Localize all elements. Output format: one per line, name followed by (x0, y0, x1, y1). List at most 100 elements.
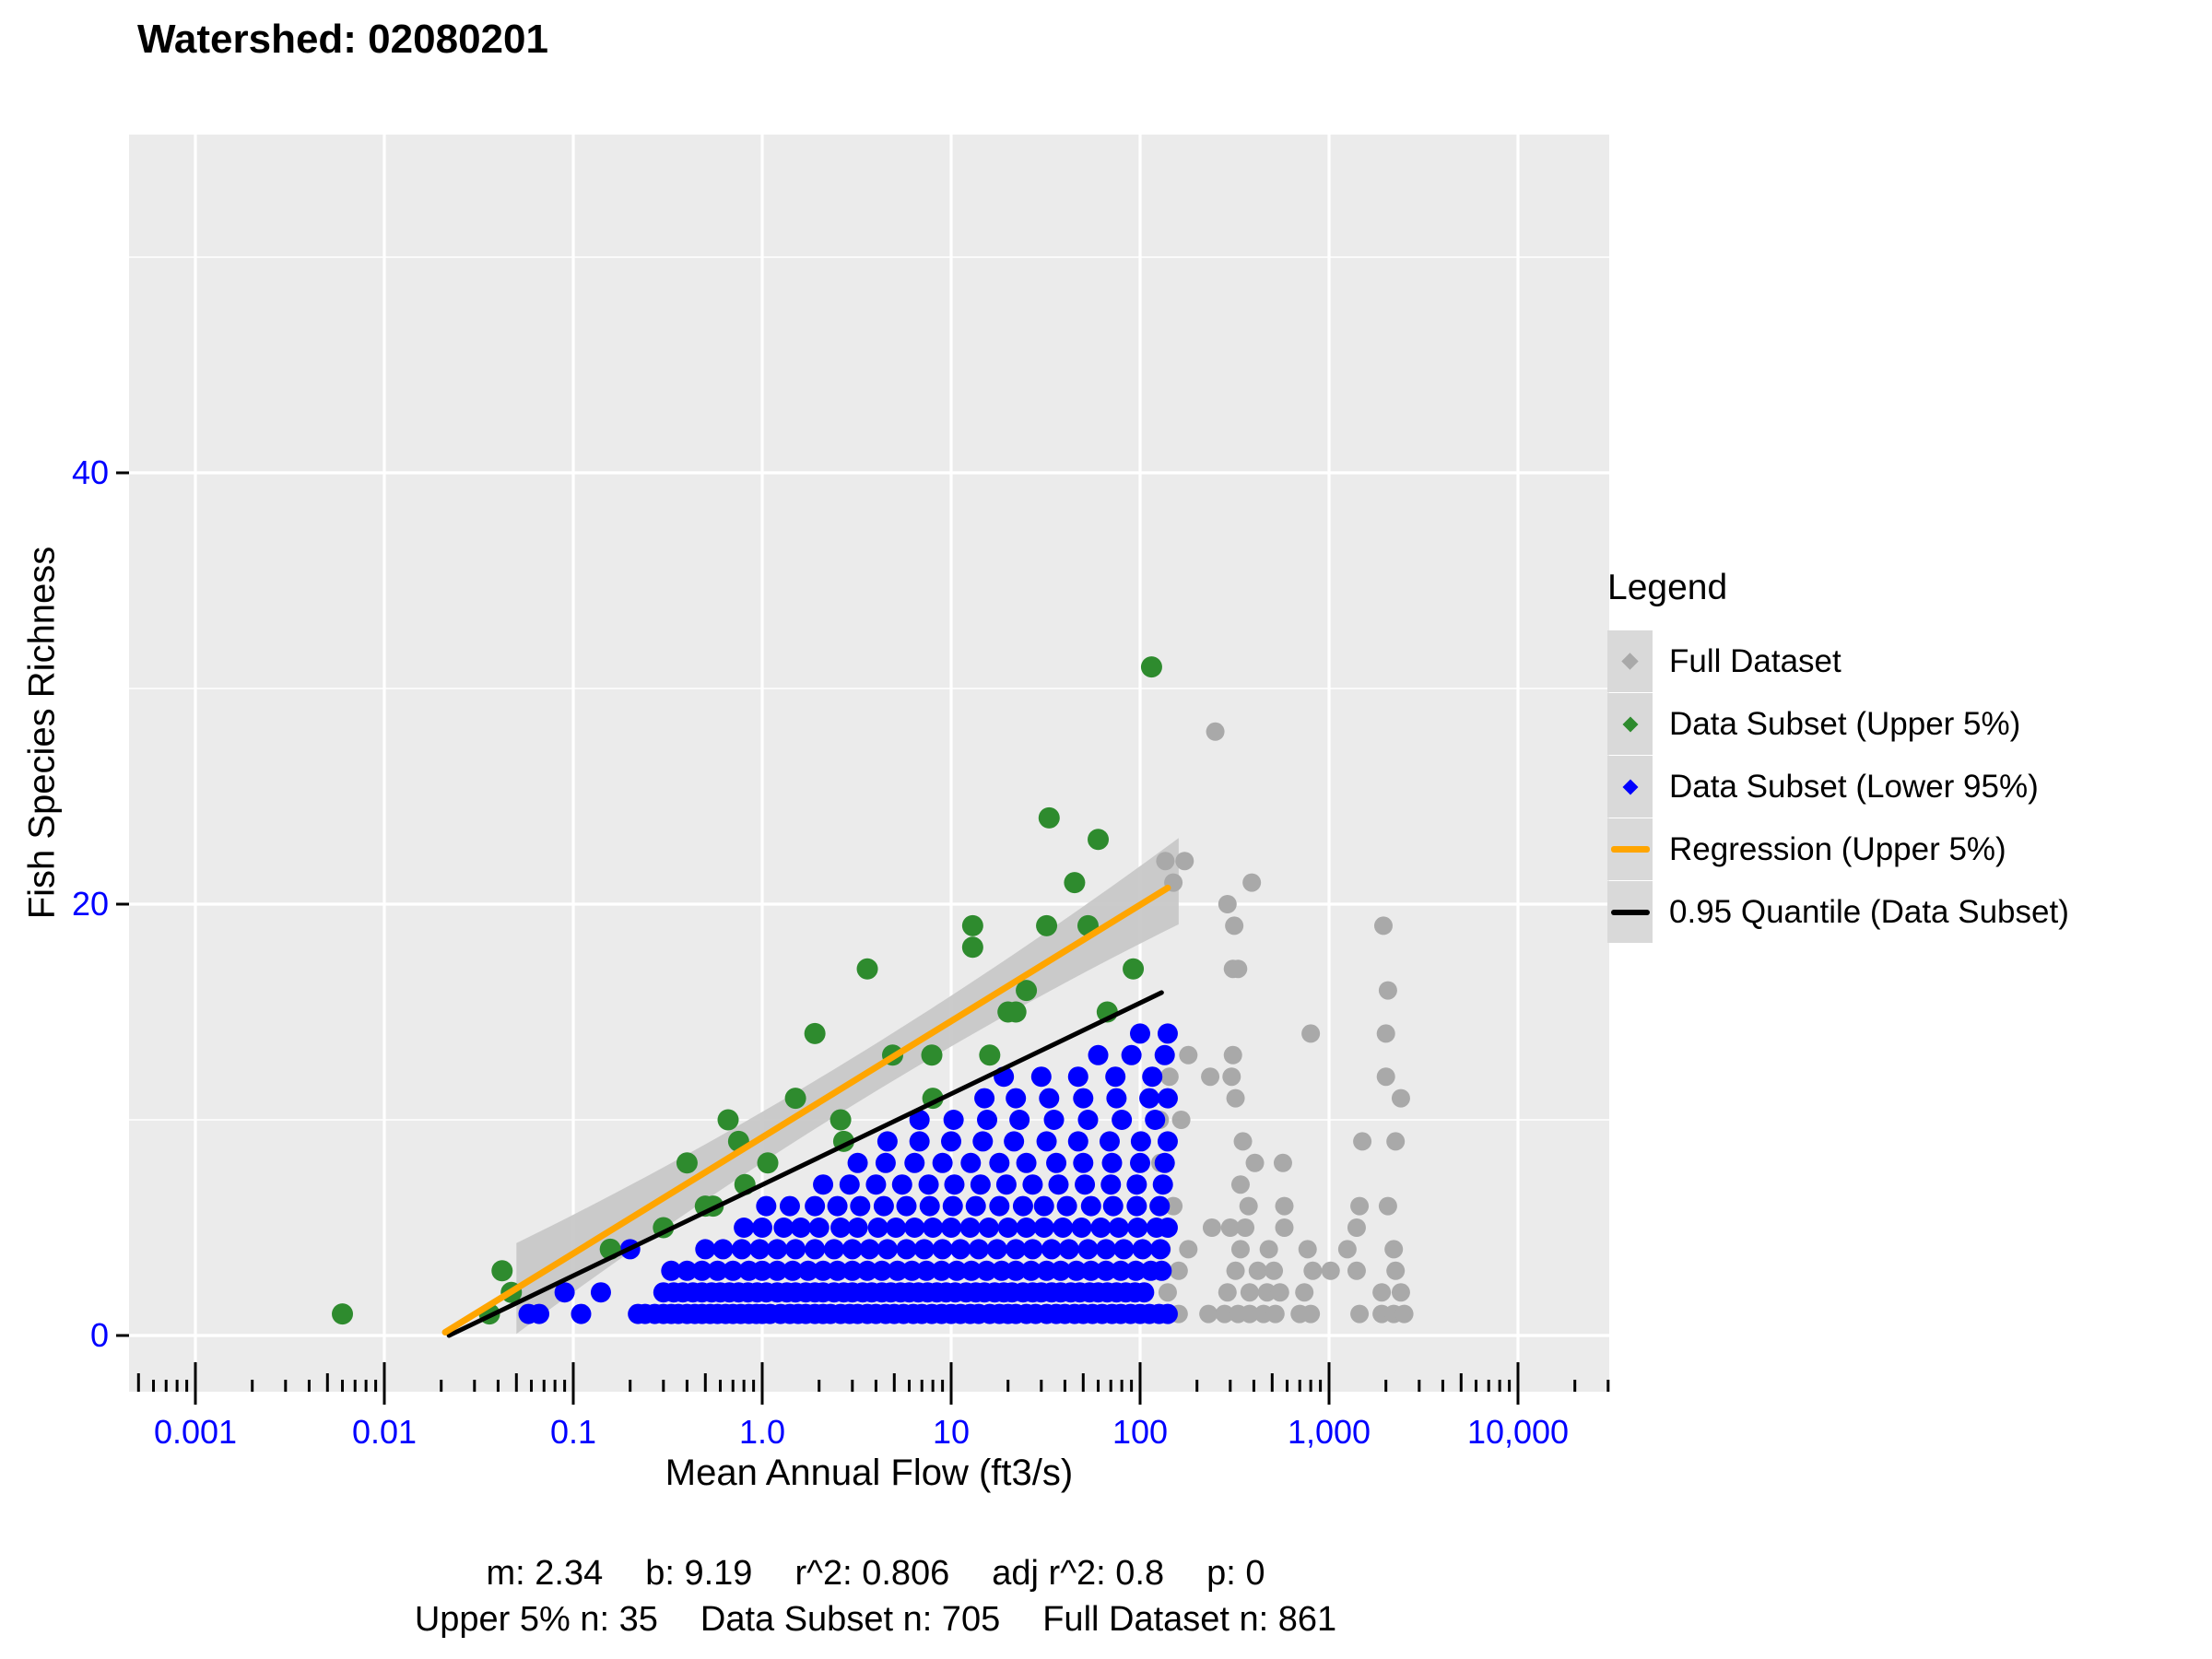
data-point-data-subset-upper-5- (491, 1260, 513, 1282)
data-point-full-dataset (1298, 1240, 1317, 1259)
data-point-data-subset-lower-95- (1157, 1303, 1178, 1324)
data-point-data-subset-lower-95- (887, 1260, 908, 1281)
data-point-full-dataset (1202, 1218, 1221, 1237)
data-point-data-subset-lower-95- (1080, 1195, 1101, 1217)
legend-item-label: 0.95 Quantile (Data Subset) (1669, 893, 2069, 930)
data-point-full-dataset (1223, 1045, 1242, 1065)
legend-item-upper-subset: Data Subset (Upper 5%) (1607, 693, 2069, 755)
data-point-data-subset-lower-95- (749, 1239, 771, 1260)
data-point-data-subset-lower-95- (767, 1260, 788, 1281)
legend-item-label: Full Dataset (1669, 642, 1841, 679)
data-point-data-subset-lower-95- (976, 1260, 997, 1281)
data-point-data-subset-lower-95- (986, 1239, 1007, 1260)
data-point-full-dataset (1270, 1283, 1289, 1302)
data-point-full-dataset (1386, 1132, 1406, 1151)
data-point-data-subset-lower-95- (1154, 1152, 1175, 1173)
data-point-data-subset-lower-95- (959, 1218, 981, 1238)
data-point-data-subset-lower-95- (805, 1239, 826, 1260)
x-tick-label: 1,000 (1288, 1413, 1371, 1451)
data-point-full-dataset (1391, 1088, 1410, 1108)
data-point-full-dataset (1218, 1283, 1237, 1302)
x-tick-label: 10 (933, 1413, 970, 1451)
legend-item-quantile: 0.95 Quantile (Data Subset) (1607, 881, 2069, 943)
data-point-data-subset-lower-95- (896, 1195, 917, 1217)
data-point-data-subset-lower-95- (931, 1260, 952, 1281)
legend-key (1607, 693, 1653, 755)
data-point-data-subset-lower-95- (1075, 1174, 1096, 1195)
data-point-data-subset-upper-5- (856, 958, 878, 980)
data-point-data-subset-lower-95- (859, 1239, 880, 1260)
data-point-full-dataset (1226, 1261, 1245, 1280)
data-point-data-subset-upper-5- (1123, 958, 1145, 980)
data-point-data-subset-lower-95- (1077, 1239, 1099, 1260)
data-point-data-subset-lower-95- (695, 1239, 716, 1260)
data-point-data-subset-lower-95- (1043, 1110, 1065, 1130)
data-point-data-subset-lower-95- (923, 1218, 944, 1238)
data-point-data-subset-lower-95- (773, 1218, 794, 1238)
data-point-data-subset-lower-95- (1126, 1195, 1147, 1217)
data-point-full-dataset (1301, 1024, 1321, 1043)
data-point-full-dataset (1248, 1261, 1267, 1280)
legend-item-regression: Regression (Upper 5%) (1607, 818, 2069, 880)
data-point-data-subset-lower-95- (916, 1260, 937, 1281)
blue-point-icon (1622, 779, 1638, 794)
data-point-data-subset-lower-95- (1058, 1239, 1079, 1260)
data-point-data-subset-lower-95- (1101, 1152, 1123, 1173)
data-point-data-subset-lower-95- (850, 1195, 871, 1217)
data-point-full-dataset (1391, 1283, 1410, 1302)
x-tick-label: 0.1 (550, 1413, 596, 1451)
data-point-data-subset-lower-95- (960, 1260, 982, 1281)
data-point-data-subset-lower-95- (1157, 1218, 1178, 1238)
data-point-data-subset-lower-95- (867, 1218, 888, 1238)
data-point-data-subset-lower-95- (571, 1303, 592, 1324)
legend-key (1607, 630, 1653, 692)
data-point-data-subset-lower-95- (1067, 1066, 1088, 1088)
data-point-full-dataset (1240, 1283, 1259, 1302)
data-point-data-subset-upper-5- (804, 1022, 826, 1044)
legend-item-label: Data Subset (Lower 95%) (1669, 768, 2039, 805)
data-point-data-subset-lower-95- (808, 1218, 830, 1238)
data-point-data-subset-lower-95- (947, 1260, 968, 1281)
data-point-data-subset-lower-95- (723, 1260, 744, 1281)
data-point-full-dataset (1347, 1218, 1366, 1237)
y-tick-label: 0 (90, 1316, 109, 1354)
data-point-data-subset-lower-95- (1096, 1260, 1117, 1281)
data-point-data-subset-lower-95- (944, 1174, 965, 1195)
data-point-full-dataset (1350, 1196, 1370, 1216)
data-point-data-subset-upper-5- (979, 1044, 1001, 1066)
data-point-data-subset-lower-95- (909, 1131, 930, 1152)
data-point-full-dataset (1158, 1283, 1177, 1302)
data-point-full-dataset (1156, 852, 1175, 871)
data-point-data-subset-lower-95- (997, 1218, 1018, 1238)
data-point-data-subset-lower-95- (857, 1260, 878, 1281)
data-point-full-dataset (1233, 1132, 1253, 1151)
data-point-data-subset-lower-95- (919, 1195, 940, 1217)
data-point-data-subset-lower-95- (1053, 1218, 1074, 1238)
data-point-data-subset-lower-95- (1152, 1174, 1173, 1195)
data-point-data-subset-lower-95- (1112, 1110, 1133, 1130)
data-point-data-subset-lower-95- (823, 1239, 844, 1260)
data-point-full-dataset (1222, 1067, 1241, 1087)
stats-value: r^2: 0.806 (794, 1554, 950, 1593)
data-point-data-subset-lower-95- (1111, 1260, 1132, 1281)
data-point-data-subset-lower-95- (1142, 1066, 1163, 1088)
x-tick-label: 1.0 (739, 1413, 785, 1451)
data-point-data-subset-lower-95- (1157, 1088, 1178, 1109)
y-tick-label: 20 (72, 885, 109, 923)
data-point-full-dataset (1301, 1304, 1321, 1324)
data-point-data-subset-lower-95- (1048, 1174, 1069, 1195)
data-point-data-subset-lower-95- (1130, 1131, 1151, 1152)
data-point-full-dataset (1169, 1261, 1188, 1280)
data-point-full-dataset (1226, 1088, 1245, 1108)
data-point-data-subset-lower-95- (1006, 1260, 1027, 1281)
data-point-data-subset-lower-95- (785, 1239, 806, 1260)
data-point-data-subset-upper-5- (1036, 914, 1058, 936)
data-point-data-subset-upper-5- (1038, 806, 1060, 829)
data-point-data-subset-lower-95- (1096, 1239, 1117, 1260)
data-point-data-subset-lower-95- (847, 1152, 868, 1173)
data-point-data-subset-lower-95- (1100, 1174, 1122, 1195)
data-point-data-subset-lower-95- (1022, 1239, 1043, 1260)
data-point-data-subset-lower-95- (1022, 1174, 1043, 1195)
data-point-data-subset-lower-95- (1050, 1260, 1071, 1281)
